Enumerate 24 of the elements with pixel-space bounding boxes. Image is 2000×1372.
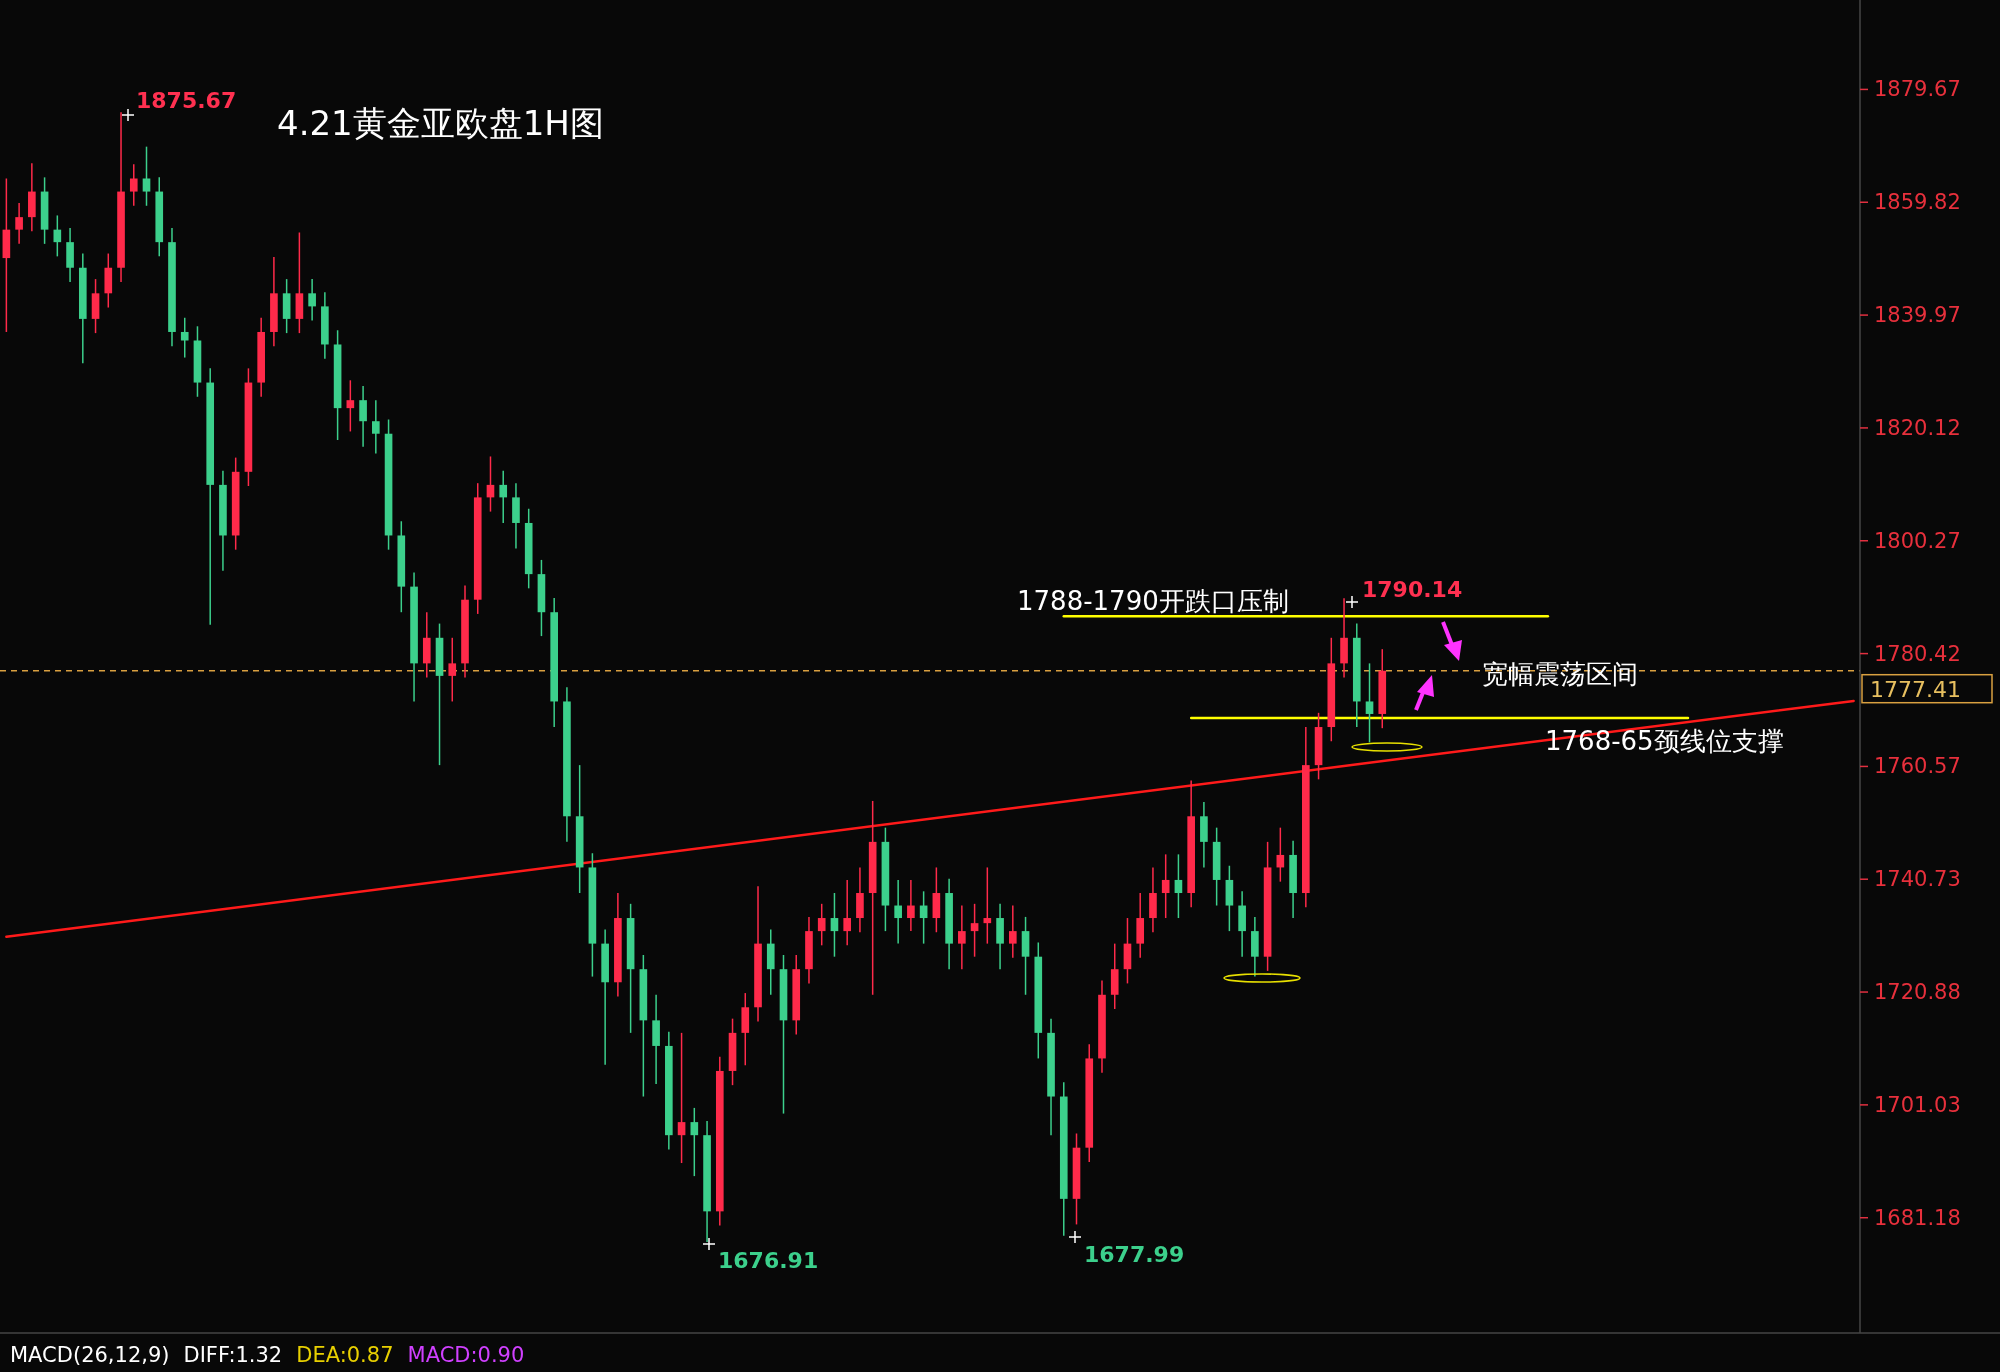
y-tick-label: 1720.88 [1874, 980, 1961, 1005]
text: DEA:0.87 [296, 1343, 394, 1367]
y-tick-label: 1681.18 [1874, 1205, 1961, 1230]
annotation: 1875.67 [136, 88, 237, 113]
annotation: 宽幅震荡区间 [1482, 659, 1638, 689]
y-tick-label: 1740.73 [1874, 867, 1961, 892]
y-tick-label: 1701.03 [1874, 1092, 1961, 1117]
annotation: 1790.14 [1362, 577, 1463, 602]
text: DIFF:1.32 [183, 1343, 283, 1367]
y-tick-label: 1780.42 [1874, 641, 1961, 666]
y-tick-label: 1839.97 [1874, 303, 1961, 328]
annotation: 1768-65颈线位支撑 [1545, 726, 1784, 756]
text: MACD:0.90 [407, 1343, 525, 1367]
y-tick-label: 1820.12 [1874, 415, 1961, 440]
annotation: 1788-1790开跌口压制 [1017, 586, 1289, 616]
y-tick-label: 1760.57 [1874, 754, 1961, 779]
text: 4.21黄金亚欧盘1H图 [277, 103, 604, 143]
ref-line-label: 1777.41 [1870, 676, 1961, 702]
y-tick-label: 1800.27 [1874, 528, 1961, 553]
y-tick-label: 1859.82 [1874, 190, 1961, 215]
annotation: 1677.99 [1084, 1242, 1185, 1267]
annotation: 1676.91 [718, 1248, 819, 1273]
text: MACD(26,12,9) [10, 1343, 170, 1367]
y-tick-label: 1879.67 [1874, 77, 1961, 102]
